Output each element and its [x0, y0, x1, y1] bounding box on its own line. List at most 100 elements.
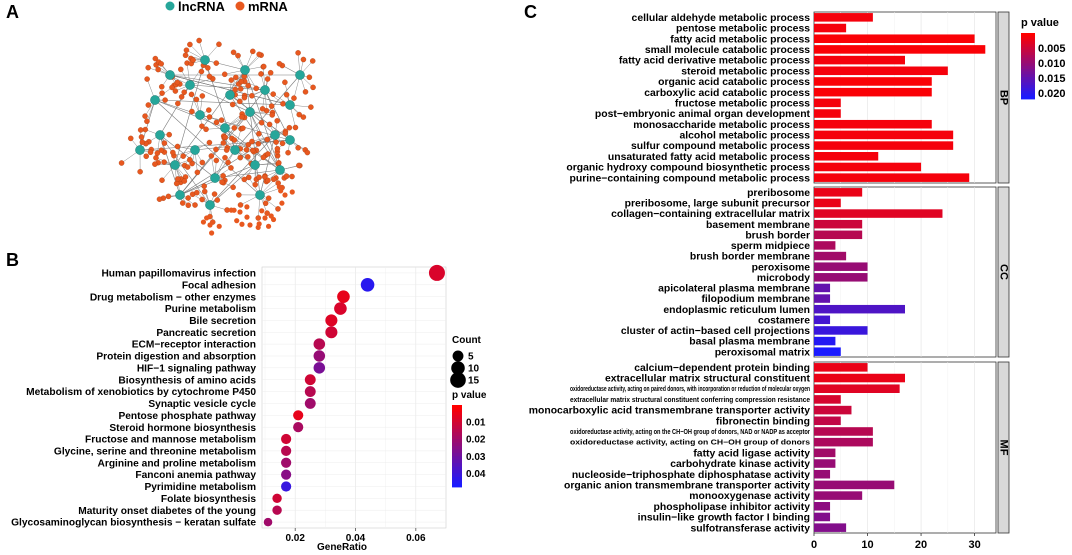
data-point [429, 265, 445, 281]
bar [814, 67, 948, 76]
colorbar-segment [1021, 83, 1035, 86]
mrna-node [175, 144, 180, 149]
mrna-node [230, 102, 235, 107]
mrna-node [291, 96, 296, 101]
mrna-node [224, 147, 229, 152]
bar [814, 252, 846, 261]
x-axis-title: GeneRatio [317, 542, 367, 553]
mrna-node [146, 102, 151, 107]
term-label: sulfotransferase activity [690, 523, 810, 534]
mrna-node [265, 76, 270, 81]
mrna-node [250, 49, 255, 54]
lncrna-node [245, 107, 254, 116]
term-label: nucleoside−triphosphate diphosphatase ac… [572, 470, 810, 481]
bar [814, 120, 932, 129]
mrna-node [159, 84, 164, 89]
mrna-node [236, 192, 241, 197]
mrna-node [200, 160, 205, 165]
mrna-node [285, 150, 290, 155]
lncrna-node [175, 190, 184, 199]
mrna-node [276, 160, 281, 165]
term-label: Synaptic vesicle cycle [148, 399, 256, 410]
mrna-node [247, 222, 252, 227]
term-label: extracellular matrix structural constitu… [605, 374, 811, 385]
mrna-node [217, 224, 222, 229]
colorbar-segment [452, 484, 462, 488]
mrna-node [282, 192, 287, 197]
colorbar-segment [1021, 33, 1035, 36]
data-point [334, 302, 347, 315]
term-label: steroid metabolic process [681, 66, 810, 77]
term-label: Folate biosynthesis [161, 494, 256, 505]
colorbar-segment [452, 480, 462, 484]
mrna-node [207, 140, 212, 145]
facet-strip-label: BP [998, 90, 1010, 105]
mrna-node [179, 94, 184, 99]
mrna-node [182, 178, 187, 183]
term-label: ECM−receptor interaction [132, 340, 256, 351]
term-label: costamere [758, 315, 810, 326]
mrna-node [267, 122, 272, 127]
mrna-node [275, 206, 280, 211]
mrna-node [157, 197, 162, 202]
mrna-node [283, 131, 288, 136]
mrna-node [254, 86, 259, 91]
x-tick-label: 0 [811, 539, 817, 551]
mrna-node [284, 174, 289, 179]
bar [814, 523, 846, 532]
term-label: monocarboxylic acid transmembrane transp… [529, 406, 810, 417]
data-point [281, 434, 291, 444]
term-label: small molecule catabolic process [645, 45, 810, 56]
data-point [305, 386, 316, 397]
mrna-node [235, 53, 240, 58]
bar [814, 56, 905, 65]
data-point [272, 494, 281, 503]
mrna-node [212, 191, 217, 196]
bar [814, 449, 835, 458]
colorbar-tick-label: 0.04 [466, 469, 486, 480]
bar [814, 438, 873, 447]
legend-label-0: lncRNA [178, 0, 226, 14]
colorbar-tick-label: 0.03 [466, 452, 486, 463]
mrna-node [178, 67, 183, 72]
bar [814, 199, 841, 208]
lncrna-node [285, 100, 294, 109]
colorbar-segment [1021, 88, 1035, 91]
mrna-node [229, 77, 234, 82]
term-label: Purine metabolism [165, 304, 256, 315]
term-label: fatty acid metabolic process [670, 34, 810, 45]
mrna-node [232, 137, 237, 142]
data-point [281, 446, 291, 456]
data-point [272, 505, 281, 514]
mrna-node [194, 190, 199, 195]
mrna-node [202, 189, 207, 194]
legend-dot-1 [236, 2, 245, 11]
mrna-node [175, 101, 180, 106]
mrna-node [237, 209, 242, 214]
mrna-node [199, 124, 204, 129]
term-label: brush border [745, 230, 810, 241]
mrna-node [209, 230, 214, 235]
panel-label-a: A [6, 2, 19, 23]
mrna-node [219, 118, 224, 123]
x-tick-label: 0.06 [406, 533, 426, 544]
mrna-node [148, 150, 153, 155]
term-label-small: oxidoreductase activity, acting on CH−OH… [570, 438, 810, 447]
colorbar-segment [1021, 80, 1035, 83]
term-label: Pancreatic secretion [156, 328, 256, 339]
colorbar-segment [1021, 63, 1035, 66]
mrna-node [295, 50, 300, 55]
mrna-node [268, 70, 273, 75]
mrna-node [257, 52, 262, 57]
mrna-node [167, 132, 172, 137]
lncrna-node [225, 90, 234, 99]
mrna-node [200, 93, 205, 98]
term-label: pentose metabolic process [676, 24, 810, 35]
mrna-node [214, 60, 219, 65]
mrna-node [187, 42, 192, 47]
mrna-node [152, 162, 157, 167]
bar [814, 13, 873, 22]
mrna-node [162, 159, 167, 164]
bar [814, 481, 894, 490]
